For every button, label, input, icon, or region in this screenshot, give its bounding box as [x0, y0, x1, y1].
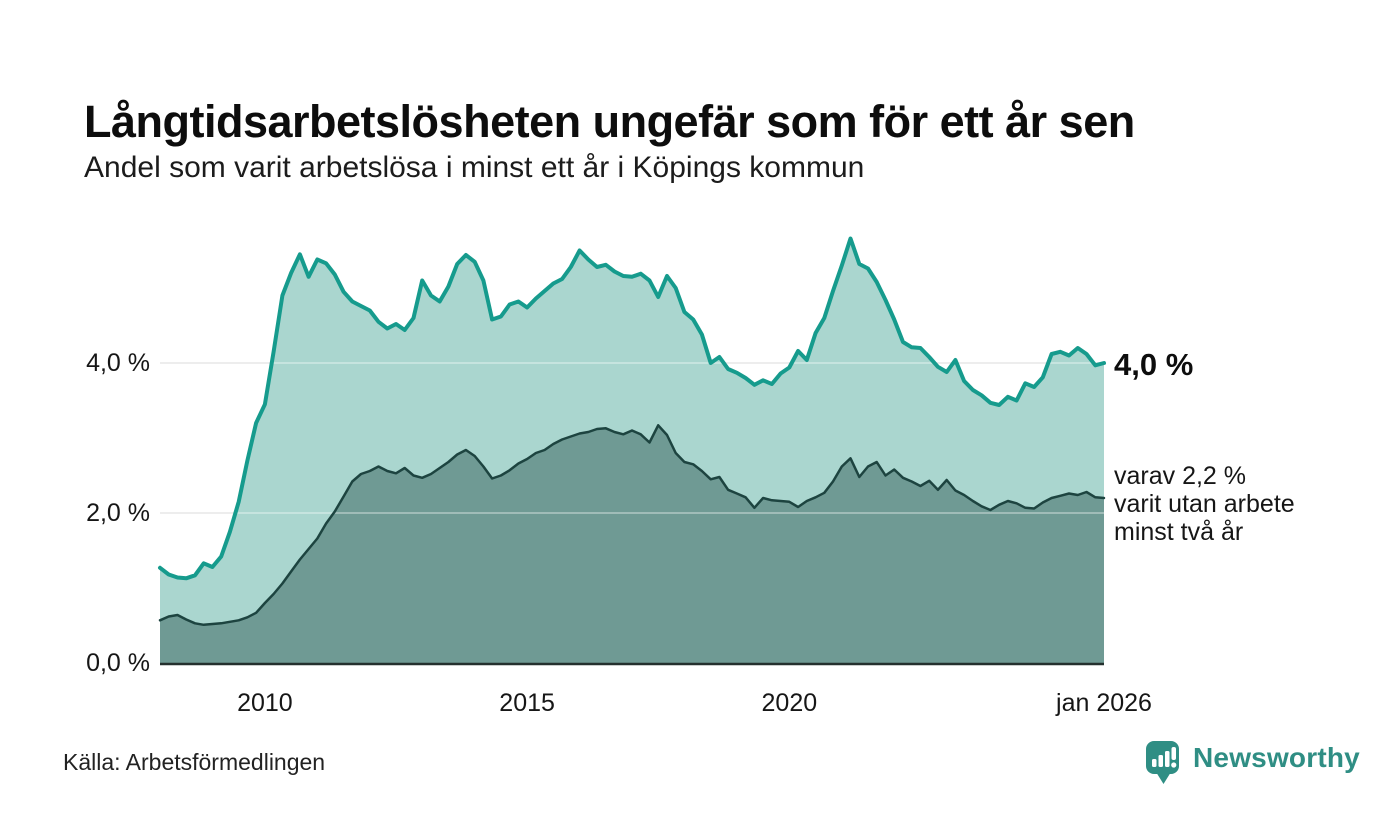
series-line-min-one-year	[158, 236, 1106, 581]
page-title: Långtidsarbetslösheten ungefär som för e…	[84, 96, 1135, 148]
y-tick-label: 2,0 %	[86, 499, 150, 527]
x-tick-label: 2010	[237, 689, 293, 717]
end-note-line: minst två år	[1114, 518, 1244, 546]
end-note-line: varav 2,2 %	[1114, 462, 1247, 490]
y-tick-label: 0,0 %	[86, 649, 150, 677]
end-note-label: varav 2,2 % varit utan arbete minst två …	[1114, 462, 1295, 546]
newsworthy-logo-icon	[1146, 741, 1179, 784]
x-tick-label: jan 2026	[1056, 689, 1152, 717]
end-note-line: varit utan arbete	[1114, 490, 1295, 518]
y-tick-label: 4,0 %	[86, 349, 150, 377]
chart-subtitle: Andel som varit arbetslösa i minst ett å…	[84, 151, 865, 184]
series-area-min-two-years	[160, 425, 1104, 663]
source-credit: Källa: Arbetsförmedlingen	[63, 749, 326, 775]
end-value-label: 4,0 %	[1114, 347, 1194, 382]
newsworthy-brand: Newsworthy	[1144, 738, 1360, 788]
x-tick-label: 2015	[499, 689, 555, 717]
series-line-min-two-years	[158, 424, 1106, 627]
x-tick-label: 2020	[761, 689, 818, 717]
brand-name: Newsworthy	[1193, 742, 1360, 773]
